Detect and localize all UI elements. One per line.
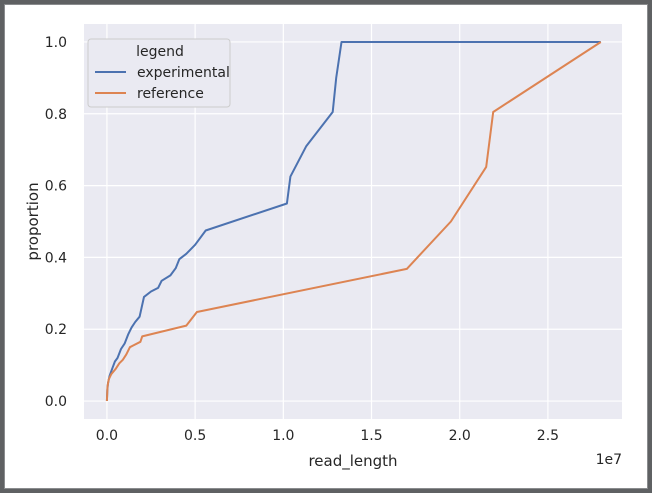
grid-lines [84,24,622,419]
x-axis-scale-label: 1e7 [596,452,622,468]
x-tick-label: 0.0 [96,428,118,444]
series-line-experimental [105,41,601,402]
y-tick-label: 0.2 [45,322,67,338]
y-axis-label: proportion [24,182,42,260]
y-tick-label: 1.0 [45,35,67,51]
legend-title: legend [136,44,184,60]
series-layer [105,41,602,402]
legend-label-experimental: experimental [137,65,230,81]
y-tick-label: 0.6 [45,179,67,195]
y-tick-label: 0.0 [45,394,67,410]
x-tick-label: 1.5 [360,428,382,444]
legend: legend experimental reference [87,38,231,108]
legend-label-reference: reference [137,86,204,102]
x-tick-labels: 0.0 0.5 1.0 1.5 2.0 2.5 [96,428,559,444]
x-axis-label: read_length [308,452,397,471]
y-tick-labels: 0.0 0.2 0.4 0.6 0.8 1.0 [45,35,67,410]
y-tick-label: 0.4 [45,250,67,266]
series-line-reference [105,41,602,402]
x-tick-label: 2.5 [537,428,559,444]
y-tick-label: 0.8 [45,107,67,123]
x-tick-label: 2.0 [449,428,471,444]
x-tick-label: 1.0 [272,428,294,444]
legend-box [87,38,231,108]
x-tick-label: 0.5 [184,428,206,444]
